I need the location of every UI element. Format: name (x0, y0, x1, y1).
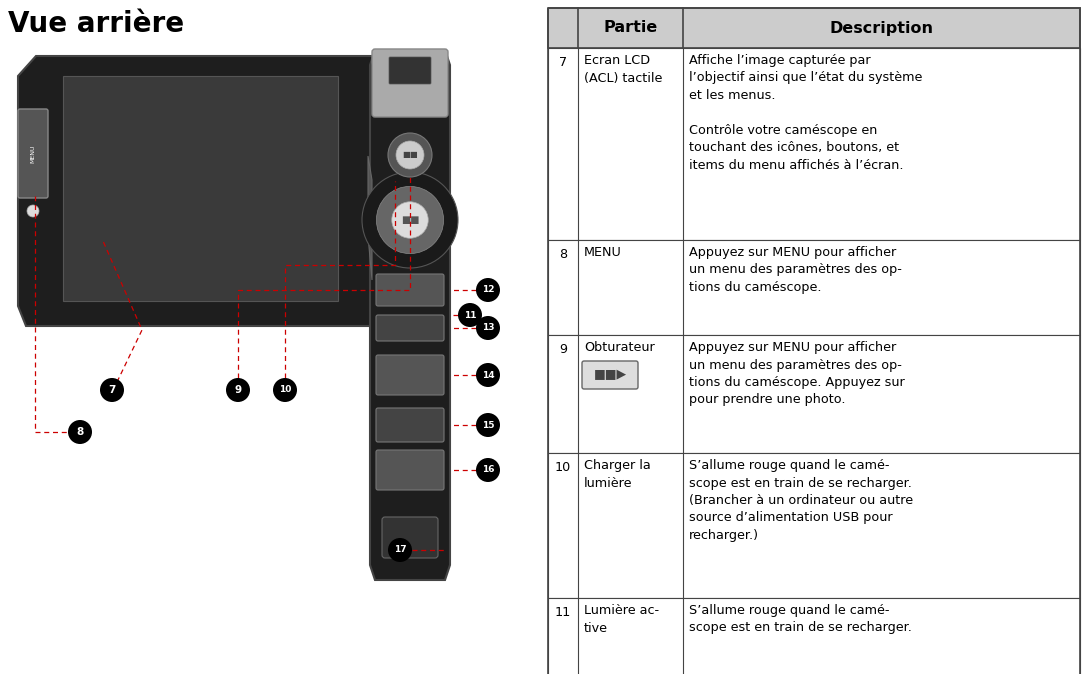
Circle shape (27, 205, 39, 217)
Text: Ecran LCD
(ACL) tactile: Ecran LCD (ACL) tactile (584, 54, 663, 85)
Circle shape (458, 303, 482, 327)
Bar (548, 335, 1080, 453)
Polygon shape (19, 56, 373, 326)
Text: ■■: ■■ (402, 150, 417, 160)
Text: Description: Description (829, 20, 933, 36)
Circle shape (476, 278, 500, 302)
Text: S’allume rouge quand le camé-
scope est en train de se recharger.: S’allume rouge quand le camé- scope est … (689, 604, 912, 634)
FancyBboxPatch shape (376, 408, 444, 442)
Text: 8: 8 (76, 427, 84, 437)
Bar (548, 48, 1080, 240)
Circle shape (226, 378, 250, 402)
Text: Appuyez sur MENU pour afficher
un menu des paramètres des op-
tions du caméscope: Appuyez sur MENU pour afficher un menu d… (689, 341, 905, 406)
Text: 10: 10 (279, 386, 291, 394)
FancyBboxPatch shape (376, 315, 444, 341)
Text: S’allume rouge quand le camé-
scope est en train de se recharger.
(Brancher à un: S’allume rouge quand le camé- scope est … (689, 459, 913, 542)
Polygon shape (370, 50, 450, 580)
Circle shape (388, 538, 412, 562)
Text: Obturateur: Obturateur (584, 341, 655, 354)
Circle shape (396, 141, 424, 169)
Bar (548, 598, 1080, 674)
Text: 10: 10 (555, 461, 571, 474)
Text: Partie: Partie (604, 20, 657, 36)
Text: Charger la
lumière: Charger la lumière (584, 459, 651, 490)
Circle shape (388, 133, 432, 177)
Text: 13: 13 (482, 324, 494, 332)
Polygon shape (63, 76, 338, 301)
Text: Lumière ac-
tive: Lumière ac- tive (584, 604, 659, 635)
Text: 9: 9 (559, 343, 567, 356)
Bar (548, 8, 1080, 48)
FancyBboxPatch shape (376, 355, 444, 395)
FancyBboxPatch shape (19, 109, 48, 198)
Polygon shape (368, 156, 372, 280)
Text: MENU: MENU (31, 144, 36, 162)
Circle shape (391, 202, 428, 238)
Circle shape (476, 413, 500, 437)
FancyBboxPatch shape (372, 49, 448, 117)
Circle shape (376, 187, 444, 253)
Text: 15: 15 (482, 421, 494, 429)
Text: 14: 14 (482, 371, 494, 379)
Text: 7: 7 (108, 385, 116, 395)
Circle shape (476, 458, 500, 482)
Text: ■■▶: ■■▶ (593, 369, 627, 381)
Bar (548, 8, 1080, 674)
FancyBboxPatch shape (382, 517, 438, 558)
Text: 11: 11 (555, 606, 571, 619)
FancyBboxPatch shape (582, 361, 638, 389)
Text: Vue arrière: Vue arrière (8, 10, 184, 38)
Text: 11: 11 (463, 311, 476, 319)
FancyBboxPatch shape (376, 450, 444, 490)
Circle shape (272, 378, 296, 402)
Text: 7: 7 (559, 56, 567, 69)
Text: ■■: ■■ (401, 215, 420, 225)
Text: 16: 16 (482, 466, 494, 474)
Text: 9: 9 (234, 385, 242, 395)
Circle shape (476, 363, 500, 387)
Circle shape (476, 316, 500, 340)
Bar (548, 240, 1080, 335)
FancyBboxPatch shape (376, 274, 444, 306)
Circle shape (362, 172, 458, 268)
Text: 12: 12 (482, 286, 494, 295)
Text: Appuyez sur MENU pour afficher
un menu des paramètres des op-
tions du caméscope: Appuyez sur MENU pour afficher un menu d… (689, 246, 901, 294)
Circle shape (100, 378, 124, 402)
Text: 17: 17 (393, 545, 407, 555)
Text: Affiche l’image capturée par
l’objectif ainsi que l’état du système
et les menus: Affiche l’image capturée par l’objectif … (689, 54, 922, 172)
Text: MENU: MENU (584, 246, 622, 259)
Circle shape (68, 420, 92, 444)
Text: 8: 8 (559, 248, 567, 261)
Bar (548, 453, 1080, 598)
FancyBboxPatch shape (389, 57, 431, 84)
